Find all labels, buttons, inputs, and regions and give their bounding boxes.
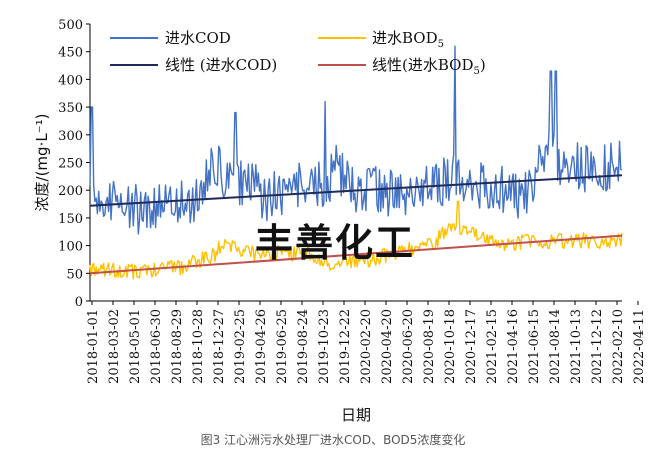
x-tick-label: 2020-08-19 bbox=[422, 309, 437, 384]
y-tick-label: 50 bbox=[66, 267, 83, 282]
x-tick-label: 2021-08-14 bbox=[548, 309, 563, 384]
y-tick-label: 0 bbox=[75, 295, 83, 310]
x-tick-label: 2019-08-24 bbox=[296, 309, 311, 384]
y-axis-title: 浓度/(mg·L⁻¹) bbox=[33, 114, 51, 212]
chart: 0 50 100 150 200 250 300 350 400 450 500 2018-01-01… bbox=[33, 18, 647, 424]
x-tick-label: 2021-04-16 bbox=[506, 309, 521, 384]
x-tick-label: 2021-06-15 bbox=[527, 309, 542, 384]
x-tick-label: 2018-05-01 bbox=[128, 309, 143, 384]
y-tick-label: 500 bbox=[58, 18, 83, 33]
trend-line-bod_trend bbox=[89, 234, 623, 275]
x-tick-label: 2019-10-23 bbox=[317, 309, 332, 384]
x-tick-label: 2018-12-27 bbox=[212, 309, 227, 384]
trend-line-cod_trend bbox=[89, 174, 623, 207]
y-tick-label: 400 bbox=[58, 73, 83, 88]
x-tick-label: 2019-02-25 bbox=[233, 309, 248, 384]
y-tick-label: 300 bbox=[58, 129, 83, 144]
x-tick-label: 2022-04-11 bbox=[632, 309, 647, 384]
y-tick-label: 100 bbox=[58, 240, 83, 255]
x-tick-label: 2020-02-20 bbox=[359, 309, 374, 384]
x-tick-label: 2019-12-22 bbox=[338, 309, 353, 384]
x-tick-label: 2020-04-20 bbox=[380, 309, 395, 384]
legend-label-bod: 进水BOD5 bbox=[372, 29, 444, 50]
x-tick-label: 2018-06-30 bbox=[149, 309, 164, 384]
x-tick-label: 2020-06-20 bbox=[401, 309, 416, 384]
x-axis-title: 日期 bbox=[341, 406, 371, 424]
x-tick-label: 2021-02-15 bbox=[485, 309, 500, 384]
legend-label-cod_trend: 线性 (进水COD) bbox=[165, 56, 277, 74]
x-tick-label: 2020-10-18 bbox=[443, 309, 458, 384]
legend-label-bod_trend: 线性(进水BOD5) bbox=[372, 56, 486, 77]
x-tick-label: 2018-08-29 bbox=[170, 309, 185, 384]
legend-label-cod: 进水COD bbox=[165, 29, 231, 47]
watermark-text: 丰善化工 bbox=[255, 221, 416, 265]
series-line-cod bbox=[89, 45, 623, 235]
figure-caption: 图3 江心洲污水处理厂进水COD、BOD5浓度变化 bbox=[200, 433, 466, 447]
x-tick-label: 2019-04-26 bbox=[254, 309, 269, 384]
x-tick-label: 2022-02-10 bbox=[611, 309, 626, 384]
x-tick-label: 2019-06-25 bbox=[275, 309, 290, 384]
y-tick-label: 350 bbox=[58, 101, 83, 116]
x-tick-label: 2018-10-28 bbox=[191, 309, 206, 384]
x-tick-label: 2021-12-12 bbox=[590, 309, 605, 384]
y-tick-label: 450 bbox=[58, 46, 83, 61]
y-tick-label: 250 bbox=[58, 157, 83, 172]
x-tick-label: 2020-12-17 bbox=[464, 309, 479, 384]
y-tick-label: 200 bbox=[58, 184, 83, 199]
y-tick-label: 150 bbox=[58, 212, 83, 227]
x-tick-label: 2021-10-13 bbox=[569, 309, 584, 384]
x-tick-label: 2018-03-02 bbox=[107, 309, 122, 384]
x-tick-label: 2018-01-01 bbox=[86, 309, 101, 384]
